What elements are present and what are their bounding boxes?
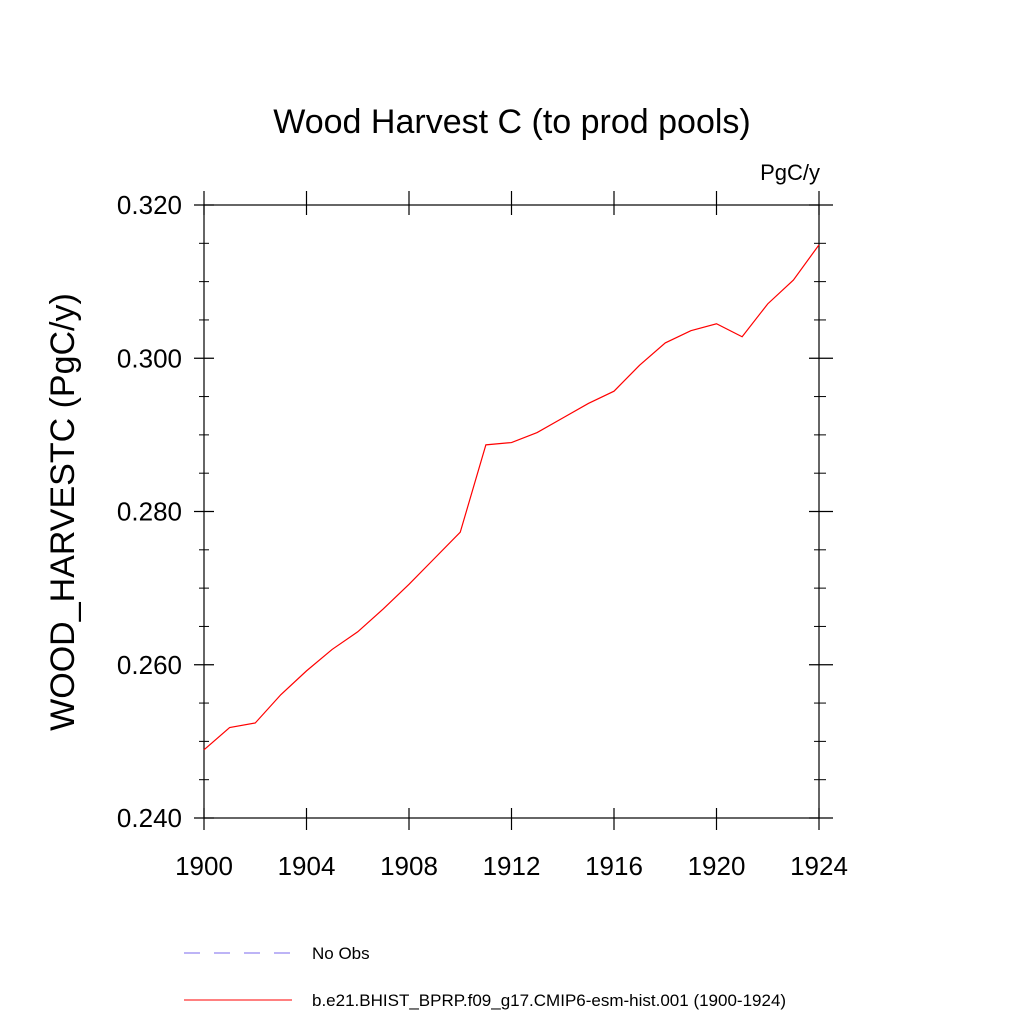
- x-axis-ticks: [203, 191, 820, 830]
- x-tick-label: 1916: [585, 851, 643, 881]
- x-tick-label: 1924: [790, 851, 848, 881]
- series-layer: [203, 244, 820, 751]
- x-tick-label: 1904: [278, 851, 336, 881]
- y-tick-label: 0.260: [117, 650, 182, 680]
- y-tick-label: 0.280: [117, 497, 182, 527]
- legend: No Obs b.e21.BHIST_BPRP.f09_g17.CMIP6-es…: [184, 944, 786, 1010]
- legend-label-no-obs: No Obs: [312, 944, 370, 963]
- x-axis-tick-labels: 1900 1904 1908 1912 1916 1920 1924: [175, 851, 848, 881]
- series-line: [203, 244, 820, 751]
- y-axis-tick-labels: 0.240 0.260 0.280 0.300 0.320: [117, 190, 182, 833]
- y-tick-label: 0.320: [117, 190, 182, 220]
- units-label: PgC/y: [760, 160, 820, 185]
- x-tick-label: 1900: [175, 851, 233, 881]
- y-axis-label: WOOD_HARVESTC (PgC/y): [44, 293, 82, 731]
- chart-title: Wood Harvest C (to prod pools): [273, 103, 750, 141]
- y-axis-ticks: [194, 204, 833, 819]
- plot-frame: [203, 204, 820, 819]
- x-tick-label: 1908: [380, 851, 438, 881]
- x-tick-label: 1920: [688, 851, 746, 881]
- x-tick-label: 1912: [483, 851, 541, 881]
- legend-label-model-run: b.e21.BHIST_BPRP.f09_g17.CMIP6-esm-hist.…: [312, 991, 786, 1010]
- y-tick-label: 0.300: [117, 343, 182, 373]
- y-tick-label: 0.240: [117, 803, 182, 833]
